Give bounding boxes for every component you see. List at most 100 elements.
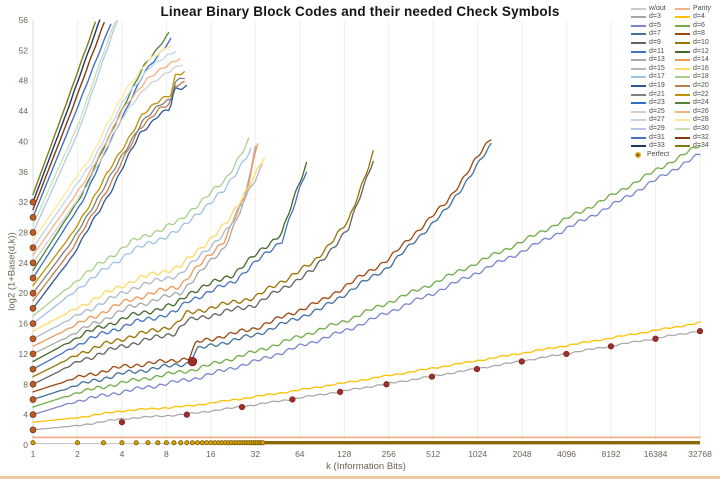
- legend-label: d=20: [693, 81, 709, 89]
- legend-item-d=32[interactable]: d=32: [675, 133, 709, 142]
- legend-item-d=14[interactable]: d=14: [675, 56, 709, 65]
- legend-item-d=20[interactable]: d=20: [675, 81, 709, 90]
- legend-label: d=27: [649, 116, 665, 124]
- legend-swatch-d=15: [631, 67, 646, 70]
- legend-label: d=25: [649, 107, 665, 115]
- perfect-dot-hamming: [289, 396, 296, 403]
- legend-item-d=29[interactable]: d=29: [631, 124, 665, 133]
- x-tick-label: 32: [251, 449, 261, 459]
- perfect-dot-hamming: [118, 419, 126, 426]
- legend-label: d=14: [693, 56, 709, 64]
- series-d=9: [32, 160, 374, 385]
- legend-swatch-d=30: [675, 127, 690, 130]
- legend-swatch-d=16: [675, 67, 690, 70]
- legend-swatch-d=19: [631, 84, 646, 87]
- perfect-dot-repetition: [29, 396, 37, 403]
- series-d=33: [32, 19, 101, 203]
- legend-label: d=21: [649, 90, 665, 98]
- legend-item-d=22[interactable]: d=22: [675, 90, 709, 99]
- y-tick-label: 20: [19, 288, 29, 298]
- legend-item-d=10[interactable]: d=10: [675, 38, 709, 47]
- legend-item-d=3[interactable]: d=3: [631, 13, 661, 22]
- legend-item-d=34[interactable]: d=34: [675, 142, 709, 151]
- legend-item-d=28[interactable]: d=28: [675, 116, 709, 125]
- legend-label: d=17: [649, 73, 665, 81]
- legend-item-d=11[interactable]: d=11: [631, 47, 664, 56]
- legend-item-w/out[interactable]: w/out: [631, 4, 666, 13]
- legend-swatch-d=27: [631, 119, 646, 122]
- legend-label: d=9: [649, 38, 661, 46]
- legend-swatch-d=17: [631, 76, 646, 79]
- legend-item-d=5[interactable]: d=5: [631, 21, 661, 30]
- legend-item-d=19[interactable]: d=19: [631, 81, 665, 90]
- legend-label: d=12: [693, 47, 709, 55]
- series-d=31: [32, 23, 112, 218]
- y-tick-label: 44: [19, 106, 29, 116]
- legend-item-d=15[interactable]: d=15: [631, 64, 665, 73]
- legend-swatch-d=11: [631, 50, 646, 53]
- legend-item-Parity[interactable]: Parity: [675, 4, 711, 13]
- legend-item-d=27[interactable]: d=27: [631, 116, 665, 125]
- legend-item-perfect[interactable]: Perfect: [631, 150, 669, 159]
- series-d=7: [32, 143, 492, 401]
- legend-label: w/out: [649, 4, 666, 12]
- legend-item-d=24[interactable]: d=24: [675, 99, 709, 108]
- x-axis-title: k (Information Bits): [326, 461, 406, 472]
- legend-label: d=28: [693, 116, 709, 124]
- legend-swatch-d=31: [631, 136, 646, 139]
- x-tick-label: 128: [337, 449, 351, 459]
- legend-item-d=8[interactable]: d=8: [675, 30, 705, 39]
- x-tick-label: 4096: [557, 449, 576, 459]
- y-tick-label: 8: [23, 379, 28, 389]
- legend-swatch-d=20: [675, 84, 690, 87]
- y-tick-label: 48: [19, 76, 29, 86]
- legend-label: d=8: [693, 30, 705, 38]
- legend-item-d=23[interactable]: d=23: [631, 99, 665, 108]
- legend-label: d=4: [693, 13, 705, 21]
- legend-label: d=34: [693, 142, 709, 150]
- perfect-dot-baseline: [133, 440, 139, 446]
- legend-item-d=13[interactable]: d=13: [631, 56, 665, 65]
- legend-item-d=33[interactable]: d=33: [631, 142, 665, 151]
- legend-swatch-d=10: [675, 41, 690, 44]
- legend-swatch-d=5: [631, 24, 646, 27]
- bottom-border-line: [0, 476, 720, 479]
- legend-label: d=22: [693, 90, 709, 98]
- legend-swatch-d=23: [631, 102, 646, 105]
- legend-item-d=31[interactable]: d=31: [631, 133, 665, 142]
- legend-item-d=25[interactable]: d=25: [631, 107, 665, 116]
- series-d=25: [32, 64, 183, 264]
- legend-item-d=16[interactable]: d=16: [675, 64, 709, 73]
- y-tick-label: 24: [19, 258, 29, 268]
- legend-label: d=16: [693, 64, 709, 72]
- legend-swatch-d=22: [675, 93, 690, 96]
- legend-label: d=6: [693, 21, 705, 29]
- x-tick-label: 256: [382, 449, 396, 459]
- perfect-dot-hamming: [183, 411, 190, 418]
- y-tick-label: 40: [19, 136, 29, 146]
- legend-swatch-d=7: [631, 33, 646, 36]
- perfect-dot-repetition: [29, 335, 37, 343]
- legend-item-d=7[interactable]: d=7: [631, 30, 661, 39]
- legend-item-d=17[interactable]: d=17: [631, 73, 665, 82]
- series-d=32: [32, 22, 105, 211]
- perfect-dot-repetition: [29, 426, 37, 434]
- legend-item-d=21[interactable]: d=21: [631, 90, 665, 99]
- legend-swatch-d=25: [631, 110, 646, 113]
- x-tick-label: 512: [426, 449, 440, 459]
- legend-swatch-d=32: [675, 136, 690, 139]
- legend-item-d=9[interactable]: d=9: [631, 38, 661, 47]
- legend-item-d=26[interactable]: d=26: [675, 107, 709, 116]
- perfect-dot-baseline: [155, 440, 161, 446]
- legend-item-d=12[interactable]: d=12: [675, 47, 709, 56]
- perfect-dot-hamming: [473, 366, 481, 373]
- legend-item-d=6[interactable]: d=6: [675, 21, 705, 30]
- perfect-dot-baseline: [30, 440, 36, 446]
- series-d=16: [32, 157, 265, 332]
- perfect-dot-hamming: [696, 328, 704, 335]
- legend-item-d=4[interactable]: d=4: [675, 13, 705, 22]
- legend-item-d=30[interactable]: d=30: [675, 124, 709, 133]
- legend-item-d=18[interactable]: d=18: [675, 73, 709, 82]
- series-d=4: [32, 321, 701, 423]
